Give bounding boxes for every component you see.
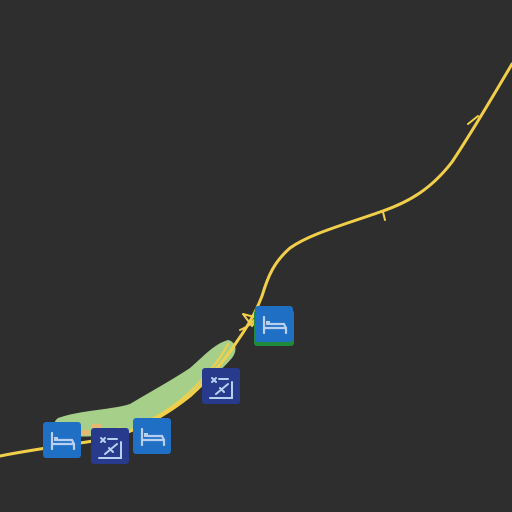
- marker-background: [202, 368, 240, 404]
- bed-icon: [262, 315, 288, 335]
- shelter-marker[interactable]: [202, 368, 240, 404]
- shelter-marker[interactable]: [91, 428, 129, 464]
- settlement-area: [82, 430, 90, 435]
- green-area: [54, 340, 236, 437]
- branch-road[interactable]: [145, 343, 229, 423]
- bed-icon: [50, 431, 76, 451]
- lodging-marker[interactable]: [43, 422, 81, 458]
- lodging-marker[interactable]: [133, 418, 171, 454]
- marker-background: [91, 428, 129, 464]
- bed-icon: [140, 427, 166, 447]
- sleep-shelter-icon: [209, 377, 233, 399]
- road-tick: [467, 115, 479, 125]
- main-road[interactable]: [0, 62, 512, 458]
- road-tick: [382, 211, 386, 221]
- markers-layer[interactable]: [43, 306, 294, 464]
- sleep-shelter-icon: [98, 437, 122, 459]
- lodging-marker[interactable]: [254, 306, 294, 346]
